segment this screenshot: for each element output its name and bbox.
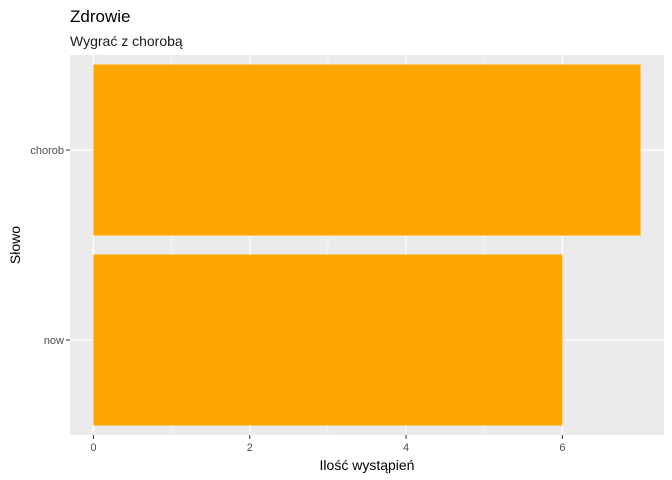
y-tick-label: chorob <box>30 145 64 157</box>
x-tick-label: 0 <box>90 442 96 454</box>
chart-title: Zdrowie <box>70 7 130 26</box>
y-tick-label: now <box>44 335 64 347</box>
bar-chorob <box>93 64 641 236</box>
x-tick-label: 6 <box>559 442 565 454</box>
chart-subtitle: Wygrać z chorobą <box>70 33 183 49</box>
x-tick-label: 2 <box>247 442 253 454</box>
y-axis: chorob now <box>30 145 70 347</box>
x-axis-title: Ilość wystąpień <box>320 457 415 473</box>
bars <box>93 64 641 426</box>
x-tick-label: 4 <box>403 442 409 454</box>
y-axis-title: Słowo <box>7 226 23 264</box>
x-axis: 0 2 4 6 <box>90 435 565 454</box>
bar-now <box>93 254 563 426</box>
